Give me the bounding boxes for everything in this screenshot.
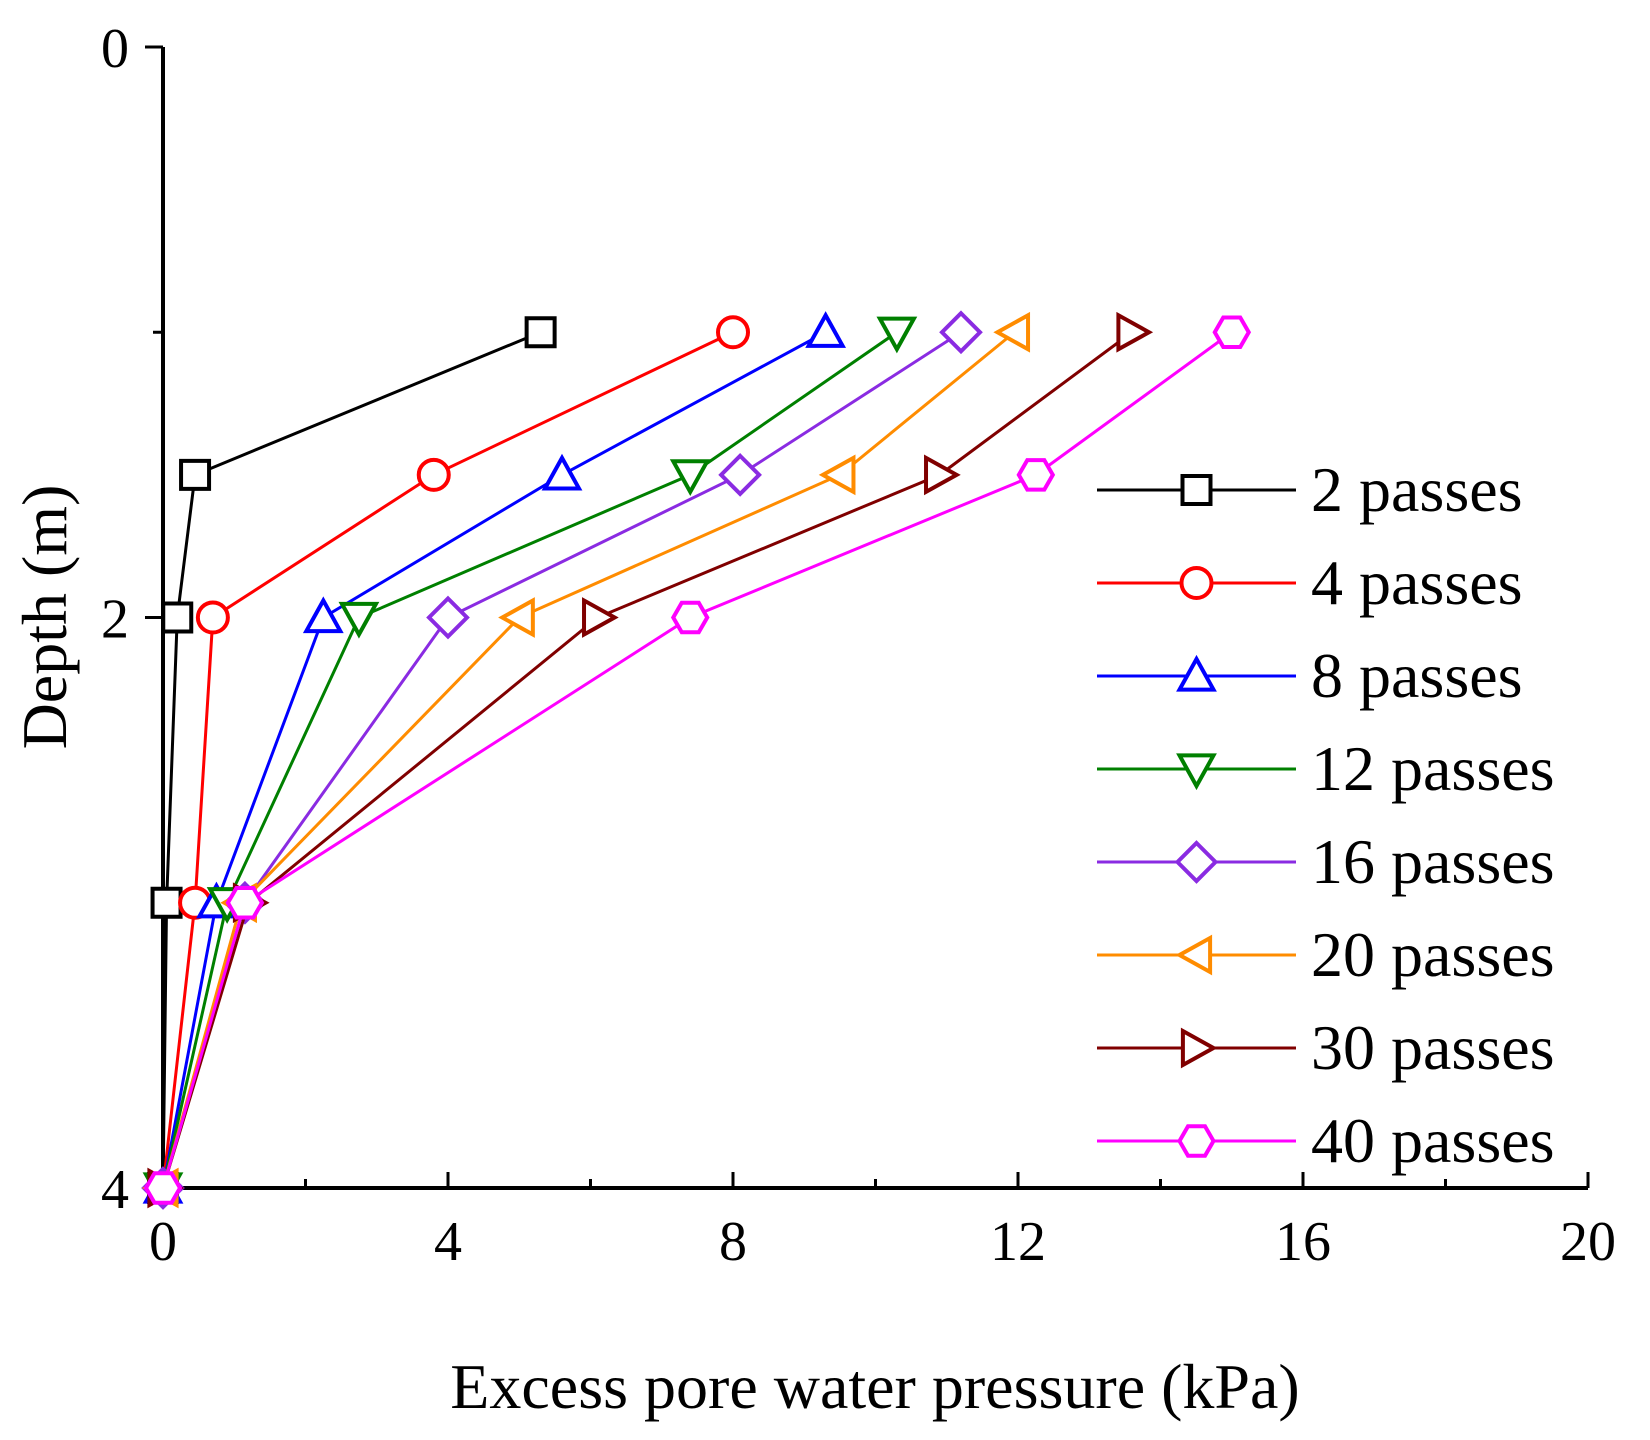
y-tick-label: 0 [101,18,129,80]
data-point [1016,458,1056,492]
legend-item: 4 passes [1097,547,1523,618]
legend: 2 passes 4 passes 8 passes 12 passes 16 pass… [1097,454,1555,1176]
legend-marker [1174,840,1219,884]
x-tick-label: 12 [990,1211,1046,1273]
series-8-passes [142,311,847,1204]
series-line [161,331,898,1189]
series-line [161,330,734,1189]
x-tick-label: 4 [434,1211,462,1273]
data-point [805,311,847,348]
data-point [818,454,856,496]
data-point [195,600,230,635]
data-point [143,1171,183,1205]
legend-label: 16 passes [1311,826,1555,897]
data-point [670,600,710,635]
series-12-passes [142,316,918,1210]
data-point [338,601,380,639]
series-line [161,331,1133,1189]
legend-marker [1176,753,1217,791]
series-40-passes [143,315,1252,1205]
series-line [161,330,542,1189]
data-point [669,459,711,496]
x-tick-label: 0 [149,1211,177,1273]
x-tick-label: 16 [1275,1211,1331,1273]
series-layer [141,310,1252,1210]
data-point [302,596,344,634]
data-point [150,886,183,919]
legend-marker [1179,566,1214,600]
legend-label: 2 passes [1311,454,1523,525]
data-point [582,597,619,638]
legend-item: 12 passes [1097,733,1555,804]
legend-item: 16 passes [1097,826,1555,897]
data-point [161,601,194,634]
y-axis-title: Depth (m) [9,485,80,750]
data-point [716,315,750,350]
data-point [426,595,470,640]
legend-label: 30 passes [1311,1012,1555,1083]
data-point [993,311,1031,353]
x-axis-title: Excess pore water pressure (kPa) [450,1351,1299,1422]
series-30-passes [147,311,1154,1209]
x-tick-label: 8 [719,1211,747,1273]
data-point [924,454,961,496]
legend-label: 8 passes [1311,640,1523,711]
legend-marker [1176,654,1217,692]
data-point [939,310,983,355]
x-tick-label: 20 [1560,1211,1616,1273]
data-point [225,886,265,920]
legend-label: 20 passes [1311,919,1555,990]
series-2-passes [147,316,557,1204]
legend-label: 4 passes [1311,547,1523,618]
y-tick-label: 2 [101,589,129,651]
data-point [876,316,918,354]
series-line [161,330,827,1189]
data-point [1116,311,1154,353]
legend-item: 2 passes [1097,454,1523,525]
legend-item: 30 passes [1097,1012,1555,1083]
y-tick-label: 4 [101,1159,129,1221]
data-point [718,453,762,497]
data-point [179,458,212,491]
legend-marker [1180,1027,1218,1069]
series-20-passes [141,311,1031,1209]
legend-marker [1177,1124,1216,1158]
data-point [1212,315,1252,349]
data-point [541,453,583,491]
legend-label: 12 passes [1311,733,1555,804]
legend-marker [1175,934,1213,976]
legend-item: 20 passes [1097,919,1555,990]
data-point [416,457,451,492]
legend-item: 40 passes [1097,1105,1555,1176]
series-4-passes [146,315,750,1205]
legend-marker [1180,474,1213,506]
legend-label: 40 passes [1311,1105,1555,1176]
data-point [498,597,535,638]
data-point [524,316,557,349]
legend-item: 8 passes [1097,640,1523,711]
